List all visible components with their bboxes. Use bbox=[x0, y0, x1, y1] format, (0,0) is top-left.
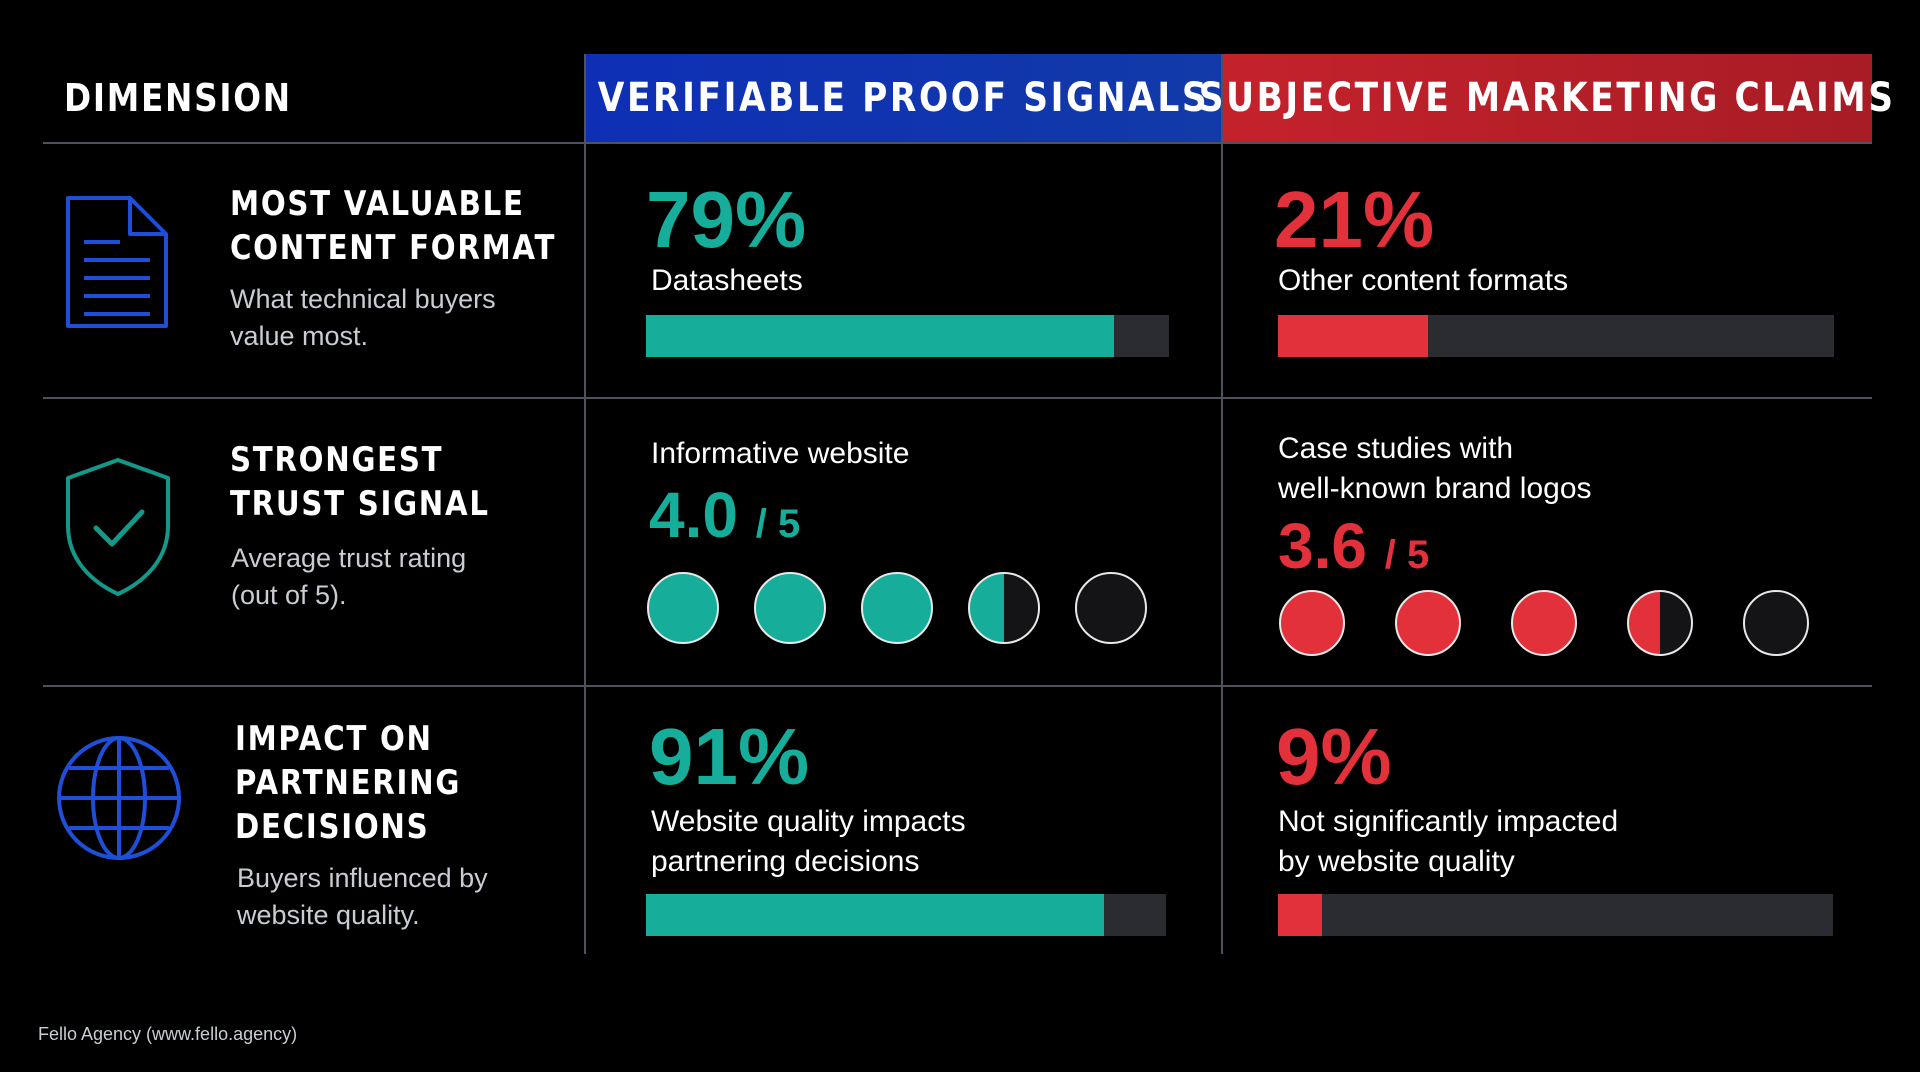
row2-title: STRONGEST TRUST SIGNAL bbox=[230, 440, 490, 524]
row1-proof-bar-fill bbox=[646, 315, 1115, 357]
row1-claims-label: Other content formats bbox=[1278, 264, 1569, 297]
row2-claims-rating: 3.6 / 5 bbox=[1278, 511, 1429, 590]
rating-dot bbox=[647, 572, 719, 644]
rating-dot bbox=[1743, 590, 1809, 656]
rating-dot bbox=[1511, 590, 1577, 656]
rating-dot bbox=[1627, 590, 1693, 656]
row1-claims-value: 21% bbox=[1274, 175, 1435, 264]
row2-proof-rating: 4.0 / 5 bbox=[649, 480, 800, 559]
claims-header: SUBJECTIVE MARKETING CLAIMS bbox=[1199, 75, 1896, 121]
row1-proof-label: Datasheets bbox=[651, 264, 803, 297]
rating-dot bbox=[754, 572, 826, 644]
row3-claims-label: Not significantly impacted by website qu… bbox=[1278, 805, 1619, 878]
row2-claims-label: Case studies with well-known brand logos bbox=[1278, 432, 1592, 505]
claims-header-bg bbox=[1223, 54, 1872, 142]
row3-claims-bar-fill bbox=[1278, 894, 1323, 936]
header-divider bbox=[43, 142, 1872, 144]
rating-dot bbox=[1075, 572, 1147, 644]
column-divider-1 bbox=[584, 54, 586, 954]
dimension-header: DIMENSION bbox=[64, 76, 292, 120]
row3-claims-bar bbox=[1278, 894, 1833, 936]
shield-check-icon bbox=[62, 456, 174, 603]
row1-proof-value: 79% bbox=[646, 175, 807, 264]
row2-proof-rating-dots bbox=[647, 572, 1147, 644]
row3-proof-label: Website quality impacts partnering decis… bbox=[651, 805, 966, 878]
row2-claims-rating-dots bbox=[1279, 590, 1809, 656]
row1-claims-bar bbox=[1278, 315, 1834, 357]
row2-claims-rating-value: 3.6 bbox=[1278, 510, 1367, 582]
row1-title: MOST VALUABLE CONTENT FORMAT bbox=[230, 184, 557, 268]
column-divider-2 bbox=[1221, 54, 1223, 954]
row2-subtitle: Average trust rating (out of 5). bbox=[231, 543, 467, 610]
proof-header-bg bbox=[585, 54, 1221, 142]
row3-proof-bar-fill bbox=[646, 894, 1104, 936]
row3-subtitle: Buyers influenced by website quality. bbox=[237, 863, 488, 930]
row2-proof-label: Informative website bbox=[651, 437, 910, 470]
footer-credit: Fello Agency (www.fello.agency) bbox=[38, 1024, 298, 1044]
row3-title: IMPACT ON PARTNERING DECISIONS bbox=[235, 719, 462, 847]
row3-claims-value: 9% bbox=[1276, 712, 1392, 801]
row1-proof-bar bbox=[646, 315, 1169, 357]
rating-dot bbox=[968, 572, 1040, 644]
rating-dot bbox=[1279, 590, 1345, 656]
rating-dot bbox=[1395, 590, 1461, 656]
document-icon bbox=[64, 194, 170, 335]
row2-proof-rating-denominator: / 5 bbox=[755, 502, 801, 546]
row1-claims-bar-fill bbox=[1278, 315, 1429, 357]
row1-subtitle: What technical buyers value most. bbox=[230, 284, 496, 351]
row2-proof-rating-value: 4.0 bbox=[649, 479, 738, 551]
row3-proof-bar bbox=[646, 894, 1166, 936]
row-divider-1 bbox=[43, 397, 1872, 399]
row-divider-2 bbox=[43, 685, 1872, 687]
rating-dot bbox=[861, 572, 933, 644]
row3-proof-value: 91% bbox=[649, 712, 810, 801]
proof-header: VERIFIABLE PROOF SIGNALS bbox=[597, 75, 1209, 121]
row2-claims-rating-denominator: / 5 bbox=[1384, 533, 1430, 577]
globe-icon bbox=[55, 734, 183, 867]
